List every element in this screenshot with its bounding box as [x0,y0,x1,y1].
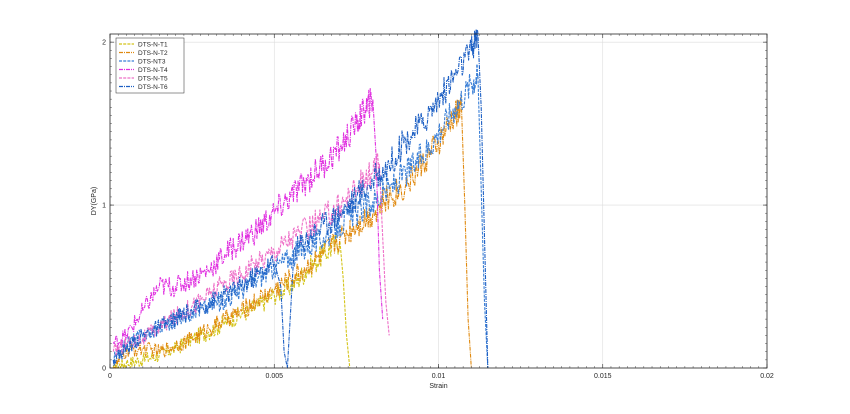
legend-entry: DTS-N-T5 [138,75,168,82]
y-tick-label: 1 [102,203,106,210]
legend-entry: DTS-NT3 [138,58,166,65]
series-line-dts-n-t2 [113,96,472,369]
y-axis-label: DY(GPa) [91,187,98,215]
y-tick-label: 2 [102,40,106,47]
legend-entry: DTS-N-T1 [138,41,168,48]
series-line-dts-n-t4 [112,87,384,350]
x-tick-label: 0 [108,373,112,380]
series-line-dts-n-t6 [112,28,489,369]
legend-entry: DTS-N-T6 [138,84,168,91]
legend-entry: DTS-N-T4 [138,67,168,74]
x-axis-label: Strain [429,383,447,390]
legend-entry: DTS-N-T2 [138,50,168,57]
series-line-dts-n-t5 [112,152,390,357]
x-tick-label: 0.02 [760,373,774,380]
x-tick-label: 0.01 [432,373,446,380]
axis-ticks: 0 0.005 0.01 0.015 0.02 0 1 2 [102,34,774,380]
series-lines [112,28,489,369]
x-tick-label: 0.015 [594,373,612,380]
legend-box [115,37,185,94]
y-tick-label: 0 [102,366,106,373]
x-tick-label: 0.005 [265,373,283,380]
